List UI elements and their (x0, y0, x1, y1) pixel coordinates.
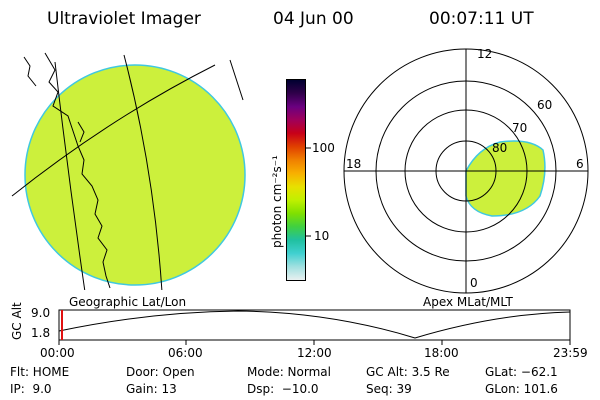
mlt-label-18: 18 (346, 157, 362, 171)
status-gc-alt: GC Alt: 3.5 Re (366, 365, 450, 379)
altitude-axis-label: GC Alt (10, 302, 24, 340)
colorbar-unit-label: photon cm⁻²s⁻¹ (270, 155, 284, 248)
colorbar (286, 79, 306, 281)
colorbar-tick-10: 10 (314, 229, 330, 243)
altitude-tick-9: 9.0 (31, 306, 51, 320)
time-tick-23-59: 23:59 (553, 346, 588, 360)
mlt-label-12: 12 (477, 47, 493, 61)
status-ip: IP: 9.0 (10, 382, 52, 396)
status-glat: GLat: −62.1 (485, 365, 558, 379)
altitude-curve (58, 310, 571, 339)
colorbar-tick-100: 100 (312, 141, 335, 155)
time-tick-06-00: 06:00 (168, 346, 203, 360)
coastline (44, 52, 111, 289)
time-tick-12-00: 12:00 (297, 346, 332, 360)
grid-meridian (54, 61, 86, 290)
lat-label-70: 70 (512, 121, 528, 135)
polar-plot-label: Apex MLat/MLT (423, 295, 513, 309)
earth-disk (24, 64, 246, 286)
status-glon: GLon: 101.6 (485, 382, 558, 396)
date-label: 04 Jun 00 (273, 9, 354, 29)
time-tick-00-00: 00:00 (40, 346, 75, 360)
instrument-title: Ultraviolet Imager (47, 9, 201, 29)
mlt-label-6: 6 (576, 157, 584, 171)
grid-meridian (123, 54, 163, 290)
status-mode: Mode: Normal (247, 365, 331, 379)
time-tick-18-00: 18:00 (424, 346, 459, 360)
grid-parallel (11, 64, 216, 197)
time-label: 00:07:11 UT (429, 9, 534, 29)
mlt-label-0: 0 (470, 276, 478, 290)
status-door: Door: Open (126, 365, 195, 379)
lat-label-60: 60 (537, 98, 553, 112)
status-flight: Flt: HOME (10, 365, 70, 379)
status-gain: Gain: 13 (126, 382, 177, 396)
status-seq: Seq: 39 (366, 382, 412, 396)
lat-label-80: 80 (492, 141, 508, 155)
geo-map-label: Geographic Lat/Lon (69, 295, 187, 309)
altitude-tick-1-8: 1.8 (31, 326, 51, 340)
status-dsp: Dsp: −10.0 (247, 382, 319, 396)
